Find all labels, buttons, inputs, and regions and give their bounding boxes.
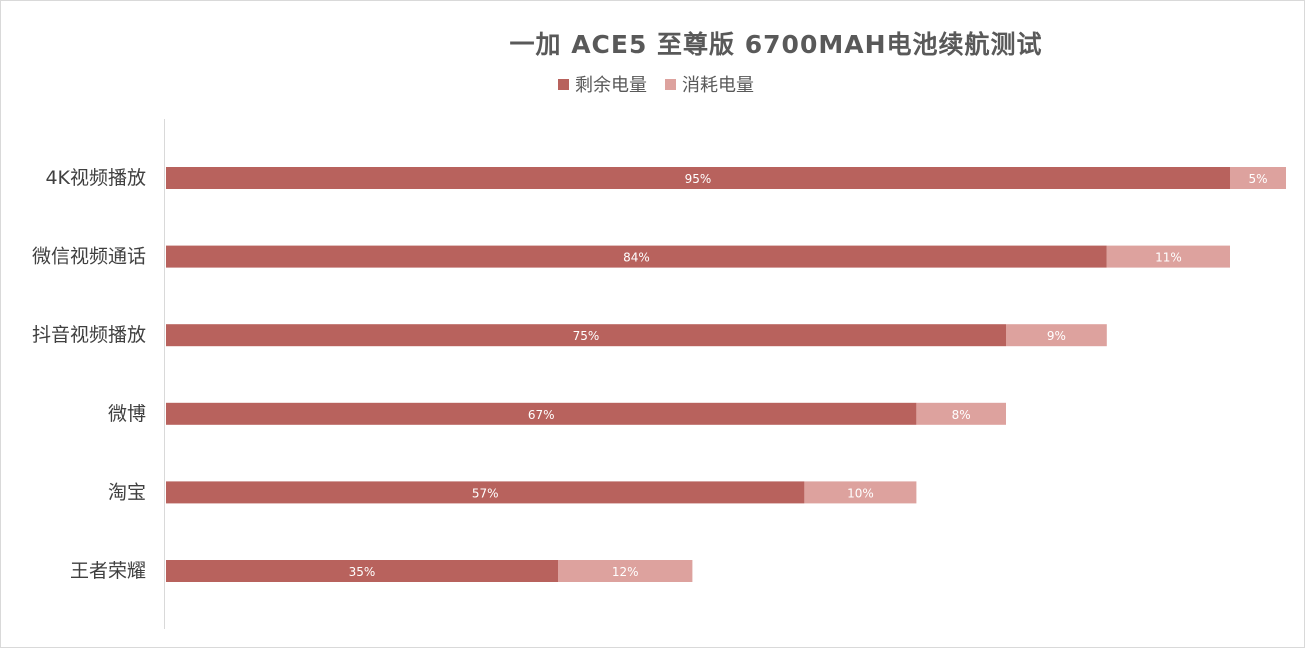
data-label-consumed: 9%: [1047, 329, 1066, 343]
data-label-remaining: 84%: [623, 251, 650, 265]
bar-remaining: [166, 167, 1230, 189]
data-label-consumed: 11%: [1155, 251, 1182, 265]
bar-remaining: [166, 245, 1107, 268]
legend-item-consumed: 消耗电量: [665, 71, 754, 97]
legend-swatch-remaining: [558, 78, 569, 90]
legend-swatch-consumed: [665, 78, 676, 90]
chart-title: 一加 ACE5 至尊版 6700MAH电池续航测试: [509, 30, 1043, 59]
bar-consumed: [804, 481, 917, 504]
bar-remaining: [166, 481, 805, 504]
legend-label-consumed: 消耗电量: [682, 75, 754, 96]
category-label: 王者荣耀: [70, 560, 146, 582]
data-label-consumed: 10%: [847, 486, 874, 500]
category-label: 4K视频播放: [45, 167, 146, 189]
category-label: 抖音视频播放: [32, 324, 146, 346]
bar-remaining: [166, 560, 558, 582]
data-label-remaining: 57%: [472, 486, 499, 500]
data-label-remaining: 75%: [573, 329, 600, 343]
bar-consumed: [1230, 167, 1286, 189]
data-label-consumed: 5%: [1248, 172, 1267, 186]
bar-consumed: [558, 560, 693, 582]
legend-label-remaining: 剩余电量: [575, 75, 647, 96]
data-label-remaining: 35%: [349, 565, 376, 579]
data-label-consumed: 12%: [612, 565, 639, 579]
category-label: 微信视频通话: [32, 246, 146, 268]
legend-item-remaining: 剩余电量: [558, 71, 647, 97]
category-label: 微博: [108, 403, 146, 425]
bar-consumed: [1006, 324, 1107, 347]
data-label-remaining: 95%: [685, 172, 712, 186]
bar-consumed: [1106, 245, 1230, 268]
bar-consumed: [916, 402, 1006, 425]
data-label-consumed: 8%: [952, 408, 971, 422]
category-label: 淘宝: [108, 481, 146, 503]
bar-remaining: [166, 324, 1006, 347]
bar-remaining: [166, 402, 917, 425]
legend: 剩余电量 消耗电量: [1, 71, 1305, 97]
data-label-remaining: 67%: [528, 408, 555, 422]
